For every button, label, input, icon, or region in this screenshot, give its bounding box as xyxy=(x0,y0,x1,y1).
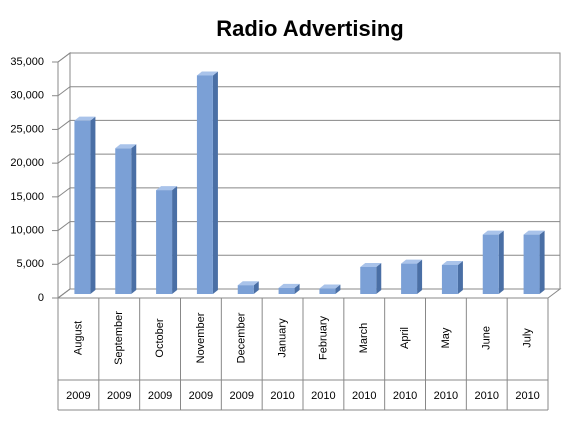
grid-line xyxy=(57,254,560,265)
x-tick-label: January xyxy=(276,318,288,358)
bar-side xyxy=(457,260,463,294)
year-label: 2010 xyxy=(434,390,458,402)
year-label: 2010 xyxy=(270,390,294,402)
bar-side xyxy=(253,281,259,294)
x-tick-label: April xyxy=(399,327,411,349)
year-label: 2010 xyxy=(393,390,417,402)
bar-side xyxy=(131,144,137,294)
side-wall xyxy=(57,52,71,299)
grid-line xyxy=(57,288,560,299)
bar xyxy=(196,75,213,294)
year-label: 2010 xyxy=(475,390,499,402)
bar xyxy=(156,190,173,294)
x-tick-label: December xyxy=(236,312,248,363)
bar-top xyxy=(523,230,545,235)
grid-line xyxy=(57,86,560,97)
bar-top xyxy=(156,186,178,191)
x-tick-label: November xyxy=(195,312,207,363)
grid-line xyxy=(57,187,560,198)
bar-top xyxy=(237,281,259,286)
year-label: 2009 xyxy=(148,390,172,402)
bar xyxy=(319,288,336,294)
bar-side xyxy=(539,230,545,294)
year-label: 2009 xyxy=(107,390,131,402)
grid-line xyxy=(57,119,560,130)
bar xyxy=(482,234,499,294)
year-label: 2009 xyxy=(189,390,213,402)
bar-side xyxy=(172,186,178,294)
x-tick-label: March xyxy=(358,323,370,354)
x-tick-label: May xyxy=(440,327,452,348)
bar-side xyxy=(212,71,218,294)
y-tick-label: 15,000 xyxy=(10,191,44,203)
y-tick-label: 5,000 xyxy=(16,258,44,270)
y-tick-label: 30,000 xyxy=(10,90,44,102)
x-tick-label: October xyxy=(154,318,166,357)
grid-line xyxy=(57,221,560,231)
year-label: 2010 xyxy=(515,390,539,402)
year-label: 2009 xyxy=(230,390,254,402)
y-tick-label: 0 xyxy=(38,292,44,304)
bar-side xyxy=(376,262,382,294)
x-tick-label: August xyxy=(72,321,84,355)
bar-side xyxy=(335,284,341,294)
bar-side xyxy=(498,230,504,294)
bar xyxy=(360,266,377,294)
x-tick-label: July xyxy=(521,328,533,348)
bar-side xyxy=(294,283,300,294)
grid-line xyxy=(57,52,560,63)
year-label: 2009 xyxy=(66,390,90,402)
bar-top xyxy=(401,259,423,264)
grid-line xyxy=(57,153,560,164)
y-tick-label: 25,000 xyxy=(10,123,44,135)
bar-top xyxy=(360,262,382,267)
bar xyxy=(278,287,295,294)
bar xyxy=(441,264,458,294)
bar xyxy=(74,120,91,294)
y-tick-label: 35,000 xyxy=(10,56,44,68)
bar xyxy=(523,234,540,294)
bar-top xyxy=(196,71,218,76)
bar-top xyxy=(278,283,300,288)
bar-top xyxy=(74,116,96,121)
y-tick-label: 20,000 xyxy=(10,157,44,169)
x-tick-label: February xyxy=(317,315,329,360)
x-tick-label: September xyxy=(113,311,125,365)
bar xyxy=(237,285,254,294)
bar-top xyxy=(115,144,137,149)
chart-title: Radio Advertising xyxy=(216,16,403,41)
x-tick-label: June xyxy=(481,326,493,350)
bar-top xyxy=(319,284,341,289)
year-label: 2010 xyxy=(311,390,335,402)
bar xyxy=(115,148,132,294)
bar-top xyxy=(441,260,463,265)
y-tick-label: 10,000 xyxy=(10,224,44,236)
bar-top xyxy=(482,230,504,235)
bar-side xyxy=(417,259,423,294)
bar-side xyxy=(90,116,96,294)
bar xyxy=(401,263,418,294)
year-label: 2010 xyxy=(352,390,376,402)
